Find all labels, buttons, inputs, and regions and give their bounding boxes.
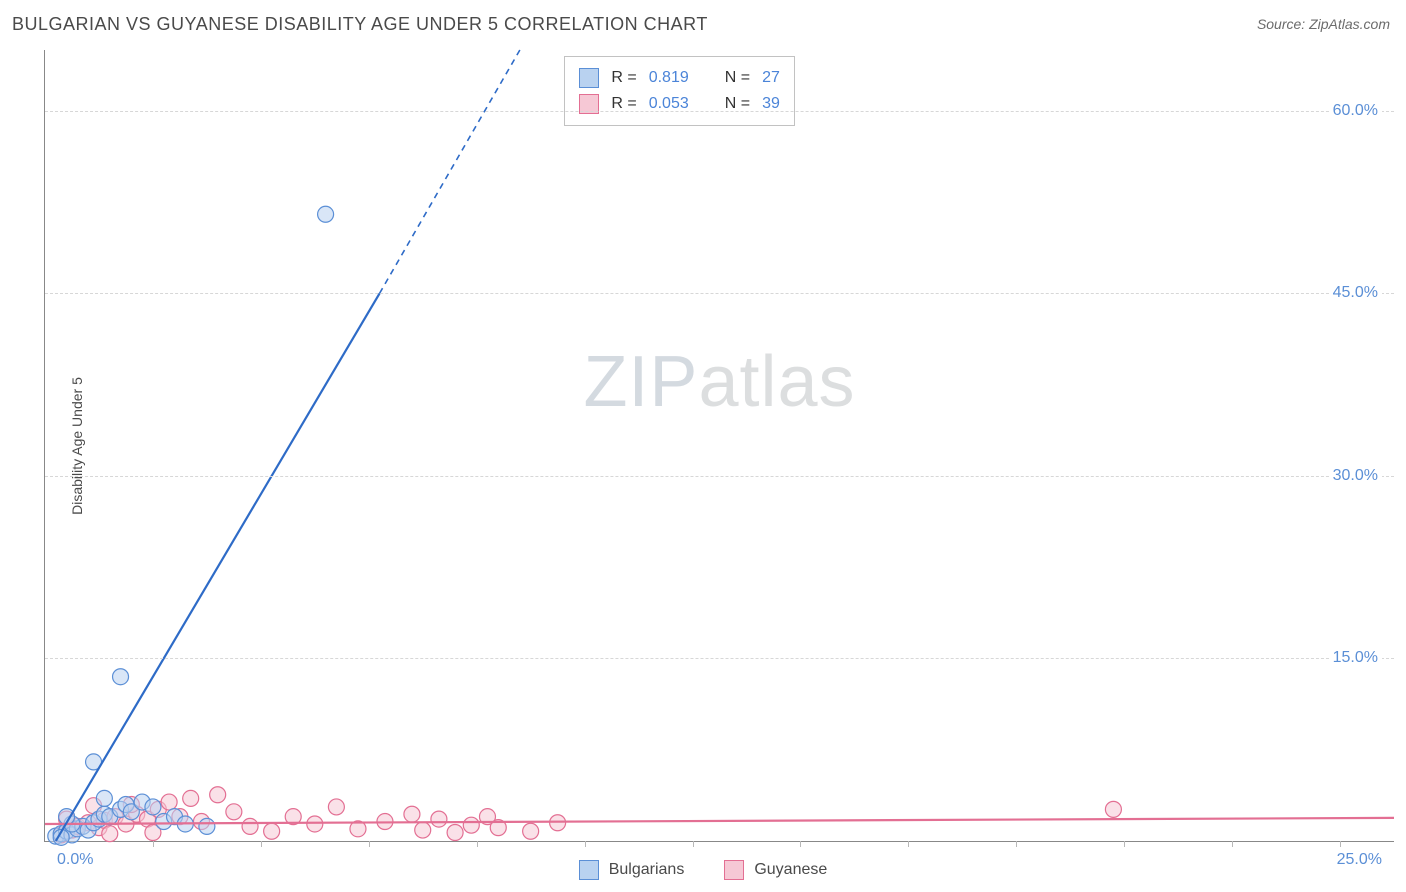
data-point xyxy=(161,794,177,810)
data-point xyxy=(96,790,112,806)
legend-item-bulgarians: Bulgarians xyxy=(579,860,685,880)
data-point xyxy=(431,811,447,827)
scatter-svg xyxy=(45,50,1394,841)
data-point xyxy=(183,790,199,806)
gridline xyxy=(45,476,1394,477)
legend-label-guyanese: Guyanese xyxy=(754,861,827,879)
y-tick-label: 60.0% xyxy=(1329,102,1382,120)
data-point xyxy=(199,818,215,834)
data-point xyxy=(404,806,420,822)
swatch-bulgarians-bottom xyxy=(579,860,599,880)
x-tick-mark xyxy=(1124,841,1125,847)
x-tick-mark xyxy=(153,841,154,847)
series-legend: Bulgarians Guyanese xyxy=(0,860,1406,880)
plot-area: ZIPatlas R = 0.819 N = 27 R = 0.053 N = … xyxy=(44,50,1394,842)
x-tick-mark xyxy=(369,841,370,847)
stats-row-guyanese: R = 0.053 N = 39 xyxy=(579,91,780,117)
data-point xyxy=(210,787,226,803)
y-tick-label: 45.0% xyxy=(1329,284,1382,302)
source-attribution: Source: ZipAtlas.com xyxy=(1257,16,1390,32)
data-point xyxy=(242,818,258,834)
x-tick-mark xyxy=(261,841,262,847)
gridline xyxy=(45,111,1394,112)
data-point xyxy=(264,823,280,839)
x-tick-mark xyxy=(1016,841,1017,847)
x-tick-mark xyxy=(477,841,478,847)
data-point xyxy=(447,824,463,840)
data-point xyxy=(318,206,334,222)
trendline xyxy=(56,293,380,841)
trendline xyxy=(380,50,520,293)
data-point xyxy=(226,804,242,820)
data-point xyxy=(113,669,129,685)
r-value-bulgarians: 0.819 xyxy=(649,69,689,87)
gridline xyxy=(45,658,1394,659)
y-tick-label: 30.0% xyxy=(1329,467,1382,485)
y-tick-label: 15.0% xyxy=(1329,649,1382,667)
x-tick-mark xyxy=(693,841,694,847)
data-point xyxy=(145,799,161,815)
swatch-bulgarians xyxy=(579,68,599,88)
legend-label-bulgarians: Bulgarians xyxy=(609,861,685,879)
gridline xyxy=(45,293,1394,294)
stats-row-bulgarians: R = 0.819 N = 27 xyxy=(579,65,780,91)
data-point xyxy=(463,817,479,833)
chart-title: BULGARIAN VS GUYANESE DISABILITY AGE UND… xyxy=(12,14,708,35)
x-tick-mark xyxy=(800,841,801,847)
data-point xyxy=(102,826,118,842)
data-point xyxy=(415,822,431,838)
data-point xyxy=(1105,801,1121,817)
x-tick-mark xyxy=(908,841,909,847)
x-tick-mark xyxy=(1232,841,1233,847)
data-point xyxy=(523,823,539,839)
data-point xyxy=(328,799,344,815)
r-label: R = xyxy=(611,69,636,87)
x-tick-mark xyxy=(585,841,586,847)
n-label: N = xyxy=(725,69,750,87)
stats-legend: R = 0.819 N = 27 R = 0.053 N = 39 xyxy=(564,56,795,126)
swatch-guyanese-bottom xyxy=(724,860,744,880)
x-tick-mark xyxy=(1340,841,1341,847)
legend-item-guyanese: Guyanese xyxy=(724,860,827,880)
data-point xyxy=(307,816,323,832)
n-value-bulgarians: 27 xyxy=(762,69,780,87)
